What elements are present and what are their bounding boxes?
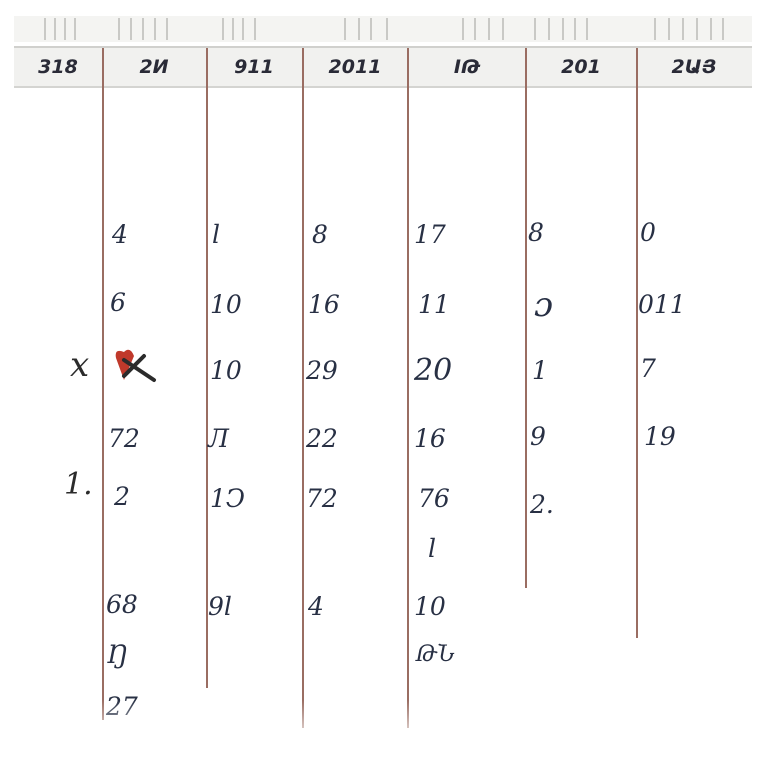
- calendar-cell: l: [212, 220, 220, 249]
- calendar-cell: 11: [418, 290, 450, 319]
- ruler-tick: [358, 18, 360, 40]
- calendar-cell: 1: [532, 356, 548, 385]
- calendar-cell: 2: [114, 482, 130, 511]
- header-cell: ІԹ: [453, 56, 481, 78]
- header-cell: 2ԱՅ: [671, 56, 717, 78]
- ruler-tick: [118, 18, 120, 40]
- bottom-fade: [0, 700, 768, 768]
- ruler-tick: [142, 18, 144, 40]
- calendar-cell: 10: [210, 290, 242, 319]
- calendar-cell: 0: [640, 218, 656, 247]
- calendar-cell: 4: [308, 592, 324, 621]
- ruler-tick: [130, 18, 132, 40]
- column-divider: [525, 48, 527, 588]
- ruler-tick: [254, 18, 256, 40]
- calendar-cell: 8: [312, 220, 328, 249]
- calendar-cell: 19: [644, 422, 676, 451]
- calendar-cell: 9: [530, 422, 546, 451]
- calendar-cell: 10: [414, 592, 446, 621]
- header-cell: 2011: [328, 56, 382, 78]
- ruler-tick: [722, 18, 724, 40]
- ruler-tick: [166, 18, 168, 40]
- calendar-cell: 1Ͻ: [210, 484, 246, 513]
- calendar-cell: ɔ: [534, 285, 554, 325]
- calendar-cell: 29: [306, 356, 338, 385]
- calendar-cell: 72: [108, 424, 140, 453]
- header-cell: 201: [561, 56, 601, 78]
- ruler-tick: [154, 18, 156, 40]
- header-cell: 2И: [139, 56, 169, 78]
- column-divider: [407, 48, 409, 728]
- column-divider: [302, 48, 304, 728]
- calendar-cell: 22: [306, 424, 338, 453]
- header-row: 318 2И 911 2011 ІԹ 201 2ԱՅ: [14, 46, 752, 88]
- calendar-cell: 8: [528, 218, 544, 247]
- header-cell: 318: [38, 56, 78, 78]
- ruler-tick: [548, 18, 550, 40]
- calendar-cell: ԹՆ: [416, 642, 455, 667]
- calendar-cell: Ŋ: [106, 640, 128, 669]
- ruler-tick: [696, 18, 698, 40]
- stray-mark: 1.: [64, 467, 93, 502]
- calendar-cell: 68: [106, 590, 138, 619]
- ruler-tick: [710, 18, 712, 40]
- calendar-cell: 7: [640, 354, 656, 383]
- calendar-cell: 20: [414, 353, 453, 388]
- header-cell: 911: [234, 56, 274, 78]
- top-ruler: [14, 16, 752, 42]
- ruler-tick: [74, 18, 76, 40]
- ruler-tick: [344, 18, 346, 40]
- ruler-tick: [654, 18, 656, 40]
- ruler-tick: [54, 18, 56, 40]
- calendar-cell: 011: [638, 290, 686, 319]
- ruler-tick: [534, 18, 536, 40]
- calendar-cell: 6: [110, 288, 126, 317]
- calendar-cell: 16: [308, 290, 340, 319]
- ruler-tick: [474, 18, 476, 40]
- stray-mark: х: [70, 345, 90, 385]
- calendar-cell: l: [428, 534, 436, 563]
- ruler-tick: [562, 18, 564, 40]
- ruler-tick: [44, 18, 46, 40]
- heart-cross-icon: [110, 346, 160, 386]
- calendar-cell: 76: [418, 484, 450, 513]
- ruler-tick: [502, 18, 504, 40]
- ruler-tick: [462, 18, 464, 40]
- ruler-tick: [586, 18, 588, 40]
- ruler-tick: [222, 18, 224, 40]
- column-divider: [206, 48, 208, 688]
- column-divider: [102, 48, 104, 720]
- ruler-tick: [386, 18, 388, 40]
- ruler-tick: [574, 18, 576, 40]
- calendar-cell: 9l: [208, 592, 232, 621]
- calendar-cell: 2.: [530, 490, 554, 519]
- ruler-tick: [370, 18, 372, 40]
- calendar-cell: 16: [414, 424, 446, 453]
- ruler-tick: [682, 18, 684, 40]
- calendar-cell: 10: [210, 356, 242, 385]
- calendar-cell: 17: [414, 220, 446, 249]
- calendar-cell: Л: [208, 424, 229, 453]
- calendar-cell: 72: [306, 484, 338, 513]
- ruler-tick: [64, 18, 66, 40]
- ruler-tick: [488, 18, 490, 40]
- ruler-tick: [668, 18, 670, 40]
- ruler-tick: [242, 18, 244, 40]
- calendar-cell: 4: [112, 220, 128, 249]
- column-divider: [636, 48, 638, 638]
- ruler-tick: [232, 18, 234, 40]
